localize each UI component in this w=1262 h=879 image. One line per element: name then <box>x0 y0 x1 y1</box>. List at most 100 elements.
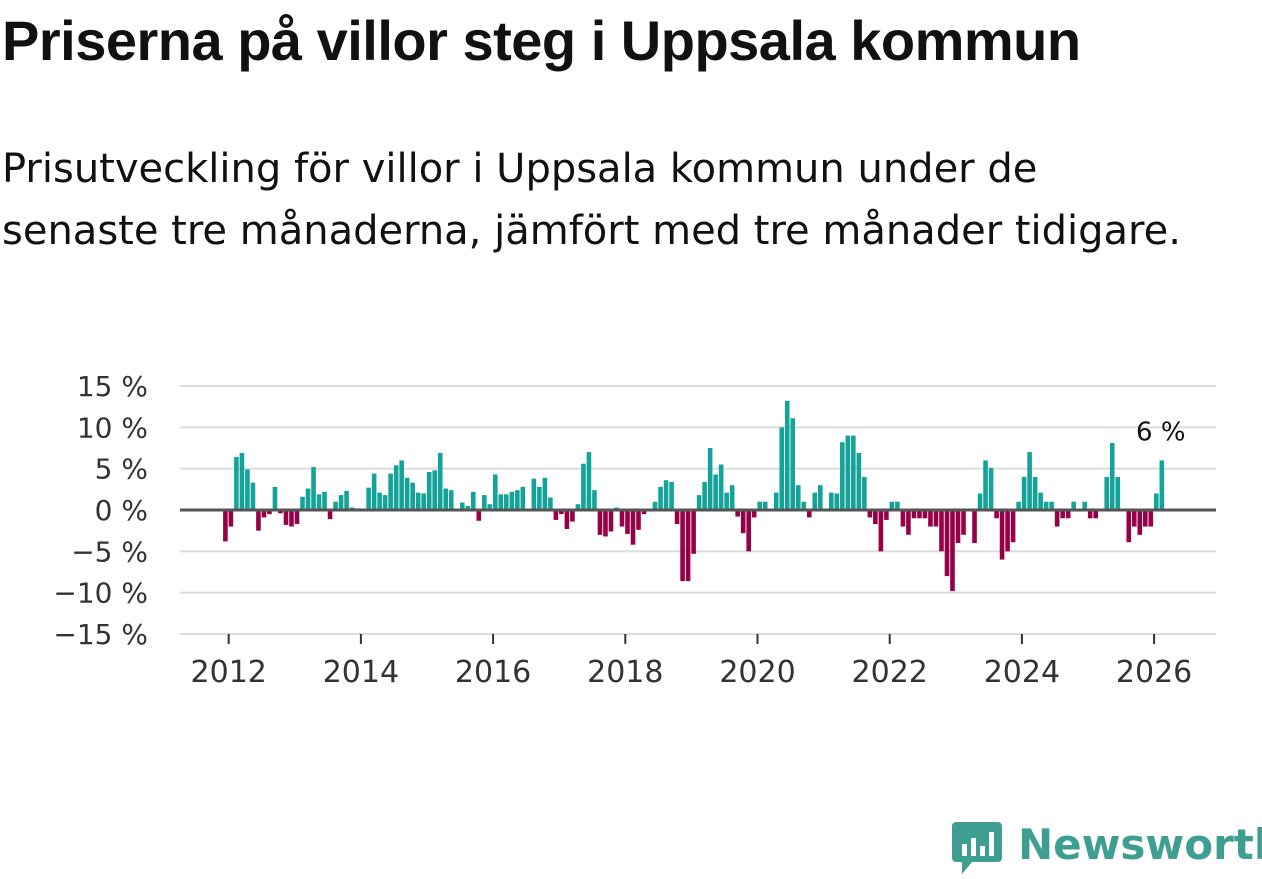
bar <box>1087 510 1093 519</box>
last-value-label: 6 % <box>1136 417 1186 447</box>
bar <box>542 477 548 510</box>
bar <box>972 510 977 544</box>
bar <box>950 510 955 592</box>
bar <box>663 480 669 510</box>
bar <box>729 485 735 510</box>
bar <box>955 510 961 544</box>
bar <box>784 400 790 510</box>
bar <box>977 493 983 510</box>
bar <box>344 490 349 510</box>
bar <box>619 510 625 527</box>
bar <box>570 510 575 522</box>
bar <box>680 510 685 582</box>
bar <box>735 510 740 517</box>
bar <box>1021 476 1027 510</box>
bar <box>426 471 432 510</box>
bar <box>537 486 542 510</box>
bar <box>840 442 845 510</box>
newsworthy-logo[interactable]: Newsworthy <box>950 818 1262 878</box>
brand-name: Newsworthy <box>1018 820 1262 869</box>
bar <box>1005 510 1010 552</box>
x-tick-label: 2026 <box>1116 655 1192 690</box>
bar <box>801 501 807 510</box>
bar <box>790 418 796 510</box>
bar <box>983 460 988 510</box>
bar <box>1137 510 1143 535</box>
bar <box>856 452 862 510</box>
bar <box>327 510 333 520</box>
bar <box>333 501 338 510</box>
bar <box>779 427 785 510</box>
bar <box>911 510 917 519</box>
bar <box>1082 501 1087 510</box>
bar <box>1131 510 1137 527</box>
bar <box>493 474 498 510</box>
y-axis-labels: 15 % 10 % 5 % 0 % −5 % −10 % −15 % <box>53 370 148 651</box>
y-tick-label: 0 % <box>95 494 148 527</box>
bar <box>806 510 812 518</box>
bar <box>674 510 680 525</box>
bar <box>961 510 966 535</box>
bar <box>834 493 840 510</box>
bar <box>520 486 526 510</box>
bar <box>884 510 889 520</box>
bar <box>691 510 696 554</box>
bar <box>895 501 900 510</box>
bar <box>448 490 454 510</box>
bar <box>757 501 762 510</box>
bar <box>404 477 410 510</box>
bar <box>531 478 537 510</box>
bar <box>272 486 278 510</box>
y-tick-label: 10 % <box>77 411 148 444</box>
bar <box>377 492 382 510</box>
bar <box>812 492 818 510</box>
bar <box>470 491 476 510</box>
bar <box>338 495 344 510</box>
bar <box>575 504 581 510</box>
bar <box>1142 510 1148 527</box>
bar <box>636 510 641 530</box>
bar <box>625 510 630 534</box>
bar <box>773 492 779 510</box>
bar <box>944 510 950 577</box>
bar <box>933 510 939 527</box>
x-tick-label: 2016 <box>455 655 531 690</box>
bar <box>1027 452 1032 510</box>
bar <box>1104 476 1110 510</box>
bar <box>300 496 305 510</box>
bar <box>641 510 647 515</box>
bar <box>553 510 559 520</box>
bar <box>1010 510 1016 543</box>
bar <box>1159 460 1165 510</box>
bar <box>603 510 608 537</box>
bar <box>718 464 724 510</box>
bar <box>256 510 261 531</box>
bar-series <box>223 400 1165 592</box>
x-tick-label: 2022 <box>852 655 928 690</box>
bar <box>283 510 289 525</box>
bar <box>228 510 234 527</box>
y-tick-label: −5 % <box>71 535 148 568</box>
bar <box>1109 443 1115 510</box>
chart-subtitle: Prisutveckling för villor i Uppsala komm… <box>2 146 1181 254</box>
bar <box>366 487 371 510</box>
bar <box>410 482 415 510</box>
x-tick-label: 2018 <box>587 655 663 690</box>
bar <box>393 465 399 510</box>
y-tick-label: 15 % <box>77 370 148 403</box>
bar <box>994 510 999 519</box>
bar <box>481 495 487 510</box>
bar <box>928 510 933 527</box>
bar <box>443 488 449 510</box>
bar <box>388 473 393 510</box>
bar <box>592 490 597 510</box>
bar <box>597 510 603 535</box>
bar <box>509 491 515 510</box>
bar <box>399 460 404 510</box>
bar <box>294 510 300 525</box>
bar <box>1093 510 1099 519</box>
bar <box>817 485 823 510</box>
bar <box>658 486 663 510</box>
bar <box>939 510 944 552</box>
bar <box>245 469 250 510</box>
